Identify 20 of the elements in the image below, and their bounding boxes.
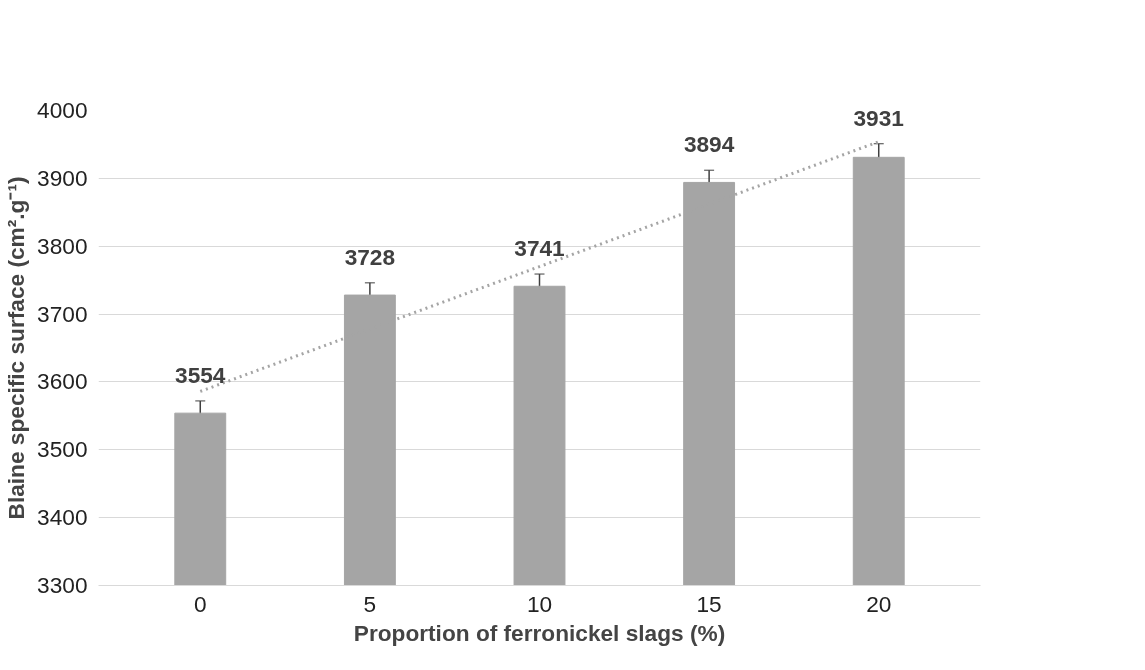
y-tick-label: 3500 <box>37 436 88 463</box>
x-tick-label: 10 <box>526 590 553 617</box>
y-tick-label: 3800 <box>37 232 88 259</box>
data-label: 3931 <box>853 104 904 131</box>
y-tick-label: 3600 <box>37 368 88 395</box>
x-tick-label: 5 <box>363 590 377 617</box>
y-tick-label: 3900 <box>37 164 88 191</box>
y-tick-label: 4000 <box>37 97 88 123</box>
y-tick-label: 3700 <box>37 300 88 327</box>
data-label: 3741 <box>514 235 565 262</box>
y-axis-title: Blaine specific surface (cm².g⁻¹) <box>3 176 30 520</box>
x-tick-label: 15 <box>696 590 722 617</box>
x-axis-title: Proportion of ferronickel slags (%) <box>353 619 726 646</box>
data-label: 3894 <box>683 131 735 158</box>
x-tick-label: 0 <box>193 590 207 617</box>
y-tick-label: 3400 <box>37 504 88 531</box>
data-label: 3554 <box>175 361 226 388</box>
y-tick-label: 3300 <box>37 572 88 598</box>
data-label: 3728 <box>344 243 396 270</box>
x-tick-label: 20 <box>866 590 892 617</box>
